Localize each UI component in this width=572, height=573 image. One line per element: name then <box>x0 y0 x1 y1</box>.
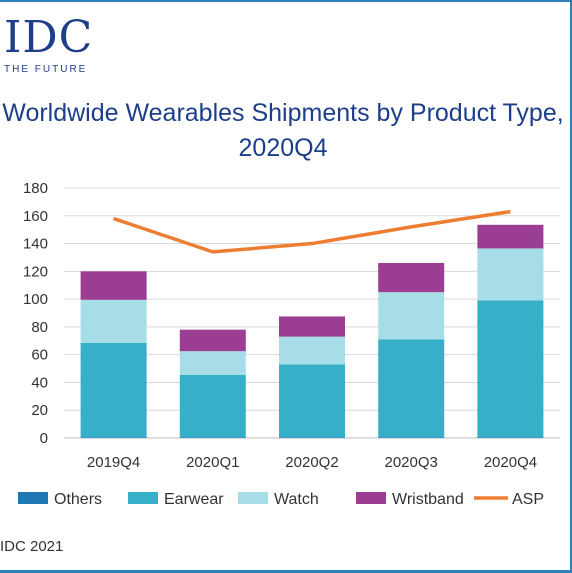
legend-label-asp: ASP <box>512 491 544 508</box>
bar-watch-2020q1 <box>179 351 246 375</box>
bar-earwear-2020q1 <box>179 374 246 438</box>
legend-swatch-wristband <box>356 492 386 504</box>
legend-swatch-earwear <box>128 492 158 504</box>
bar-earwear-2019q4 <box>80 342 147 438</box>
bar-others-2020q3 <box>378 437 445 438</box>
idc-logo: IDC <box>4 12 94 63</box>
y-tick-label: 20 <box>31 402 48 419</box>
y-tick-label: 100 <box>23 291 48 308</box>
legend-label-wristband: Wristband <box>392 491 464 508</box>
bar-earwear-2020q4 <box>477 300 544 438</box>
bar-watch-2020q4 <box>477 248 544 301</box>
logo-tagline: THE FUTURE <box>4 64 88 75</box>
bar-wristband-2020q3 <box>378 263 445 293</box>
y-tick-label: 0 <box>40 430 48 447</box>
bar-others-2020q1 <box>179 437 246 438</box>
x-tick-label: 2020Q2 <box>285 454 338 471</box>
bar-wristband-2020q1 <box>179 329 246 352</box>
legend-swatch-others <box>18 492 48 504</box>
bar-watch-2019q4 <box>80 299 147 343</box>
x-tick-label: 2019Q4 <box>87 454 140 471</box>
y-tick-label: 140 <box>23 236 48 253</box>
legend-label-watch: Watch <box>274 491 319 508</box>
legend-label-others: Others <box>54 491 102 508</box>
bar-watch-2020q3 <box>378 292 445 340</box>
legend: Others Earwear Watch Wristband ASP <box>18 491 544 508</box>
x-axis-ticks: 2019Q4 2020Q1 2020Q2 2020Q3 2020Q4 <box>87 454 537 471</box>
bar-others-2020q2 <box>279 437 345 438</box>
x-tick-label: 2020Q1 <box>186 454 239 471</box>
bar-wristband-2020q4 <box>477 224 544 249</box>
bar-earwear-2020q3 <box>378 339 445 438</box>
y-tick-label: 60 <box>31 347 48 364</box>
line-asp <box>113 209 511 254</box>
y-tick-label: 40 <box>31 374 48 391</box>
legend-label-earwear: Earwear <box>164 491 224 508</box>
x-tick-label: 2020Q4 <box>484 454 537 471</box>
y-tick-label: 160 <box>23 208 48 225</box>
bar-earwear-2020q2 <box>279 364 345 438</box>
y-axis-ticks: 0 20 40 60 80 100 120 140 160 180 <box>23 180 48 447</box>
chart-title: Worldwide Wearables Shipments by Product… <box>2 99 564 162</box>
x-tick-label: 2020Q3 <box>385 454 438 471</box>
legend-swatch-watch <box>238 492 268 504</box>
y-tick-label: 120 <box>23 263 48 280</box>
bar-others-2020q4 <box>477 437 544 438</box>
y-tick-label: 80 <box>31 319 48 336</box>
bar-watch-2020q2 <box>279 336 345 365</box>
source-note: IDC 2021 <box>0 538 64 555</box>
bar-wristband-2019q4 <box>80 271 147 300</box>
bars <box>80 224 544 438</box>
bar-wristband-2020q2 <box>279 316 345 337</box>
bar-others-2019q4 <box>80 437 147 438</box>
y-tick-label: 180 <box>23 180 48 197</box>
asp-line <box>113 209 511 254</box>
